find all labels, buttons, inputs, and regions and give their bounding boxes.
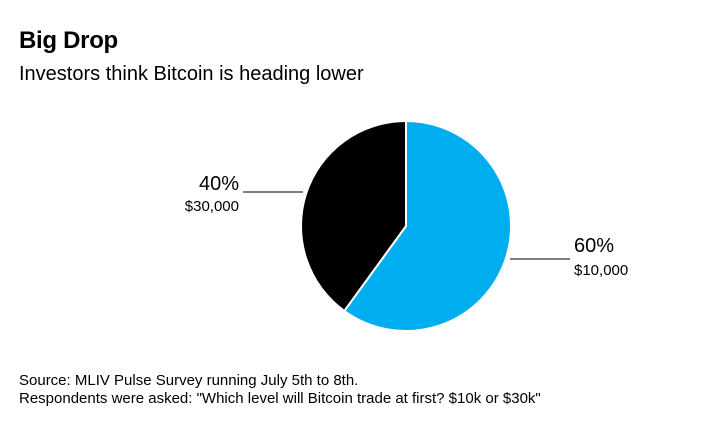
pie-labels: 60% $10,000 40% $30,000: [185, 173, 628, 279]
pie-slice-30000: [300, 120, 407, 312]
pie-slices: [300, 120, 512, 332]
chart-subtitle: Investors think Bitcoin is heading lower: [19, 63, 364, 85]
chart-title: Big Drop: [19, 27, 118, 54]
source-line: Source: MLIV Pulse Survey running July 5…: [19, 372, 359, 389]
slice-percent-label: 40%: [199, 173, 239, 195]
slice-category-label: $10,000: [574, 262, 628, 279]
slice-percent-label: 60%: [574, 235, 614, 257]
pie-slice-10000: [343, 120, 512, 332]
question-line: Respondents were asked: "Which level wil…: [19, 390, 541, 407]
slice-category-label: $30,000: [185, 198, 239, 215]
source-note: Source: MLIV Pulse Survey running July 5…: [19, 372, 541, 408]
